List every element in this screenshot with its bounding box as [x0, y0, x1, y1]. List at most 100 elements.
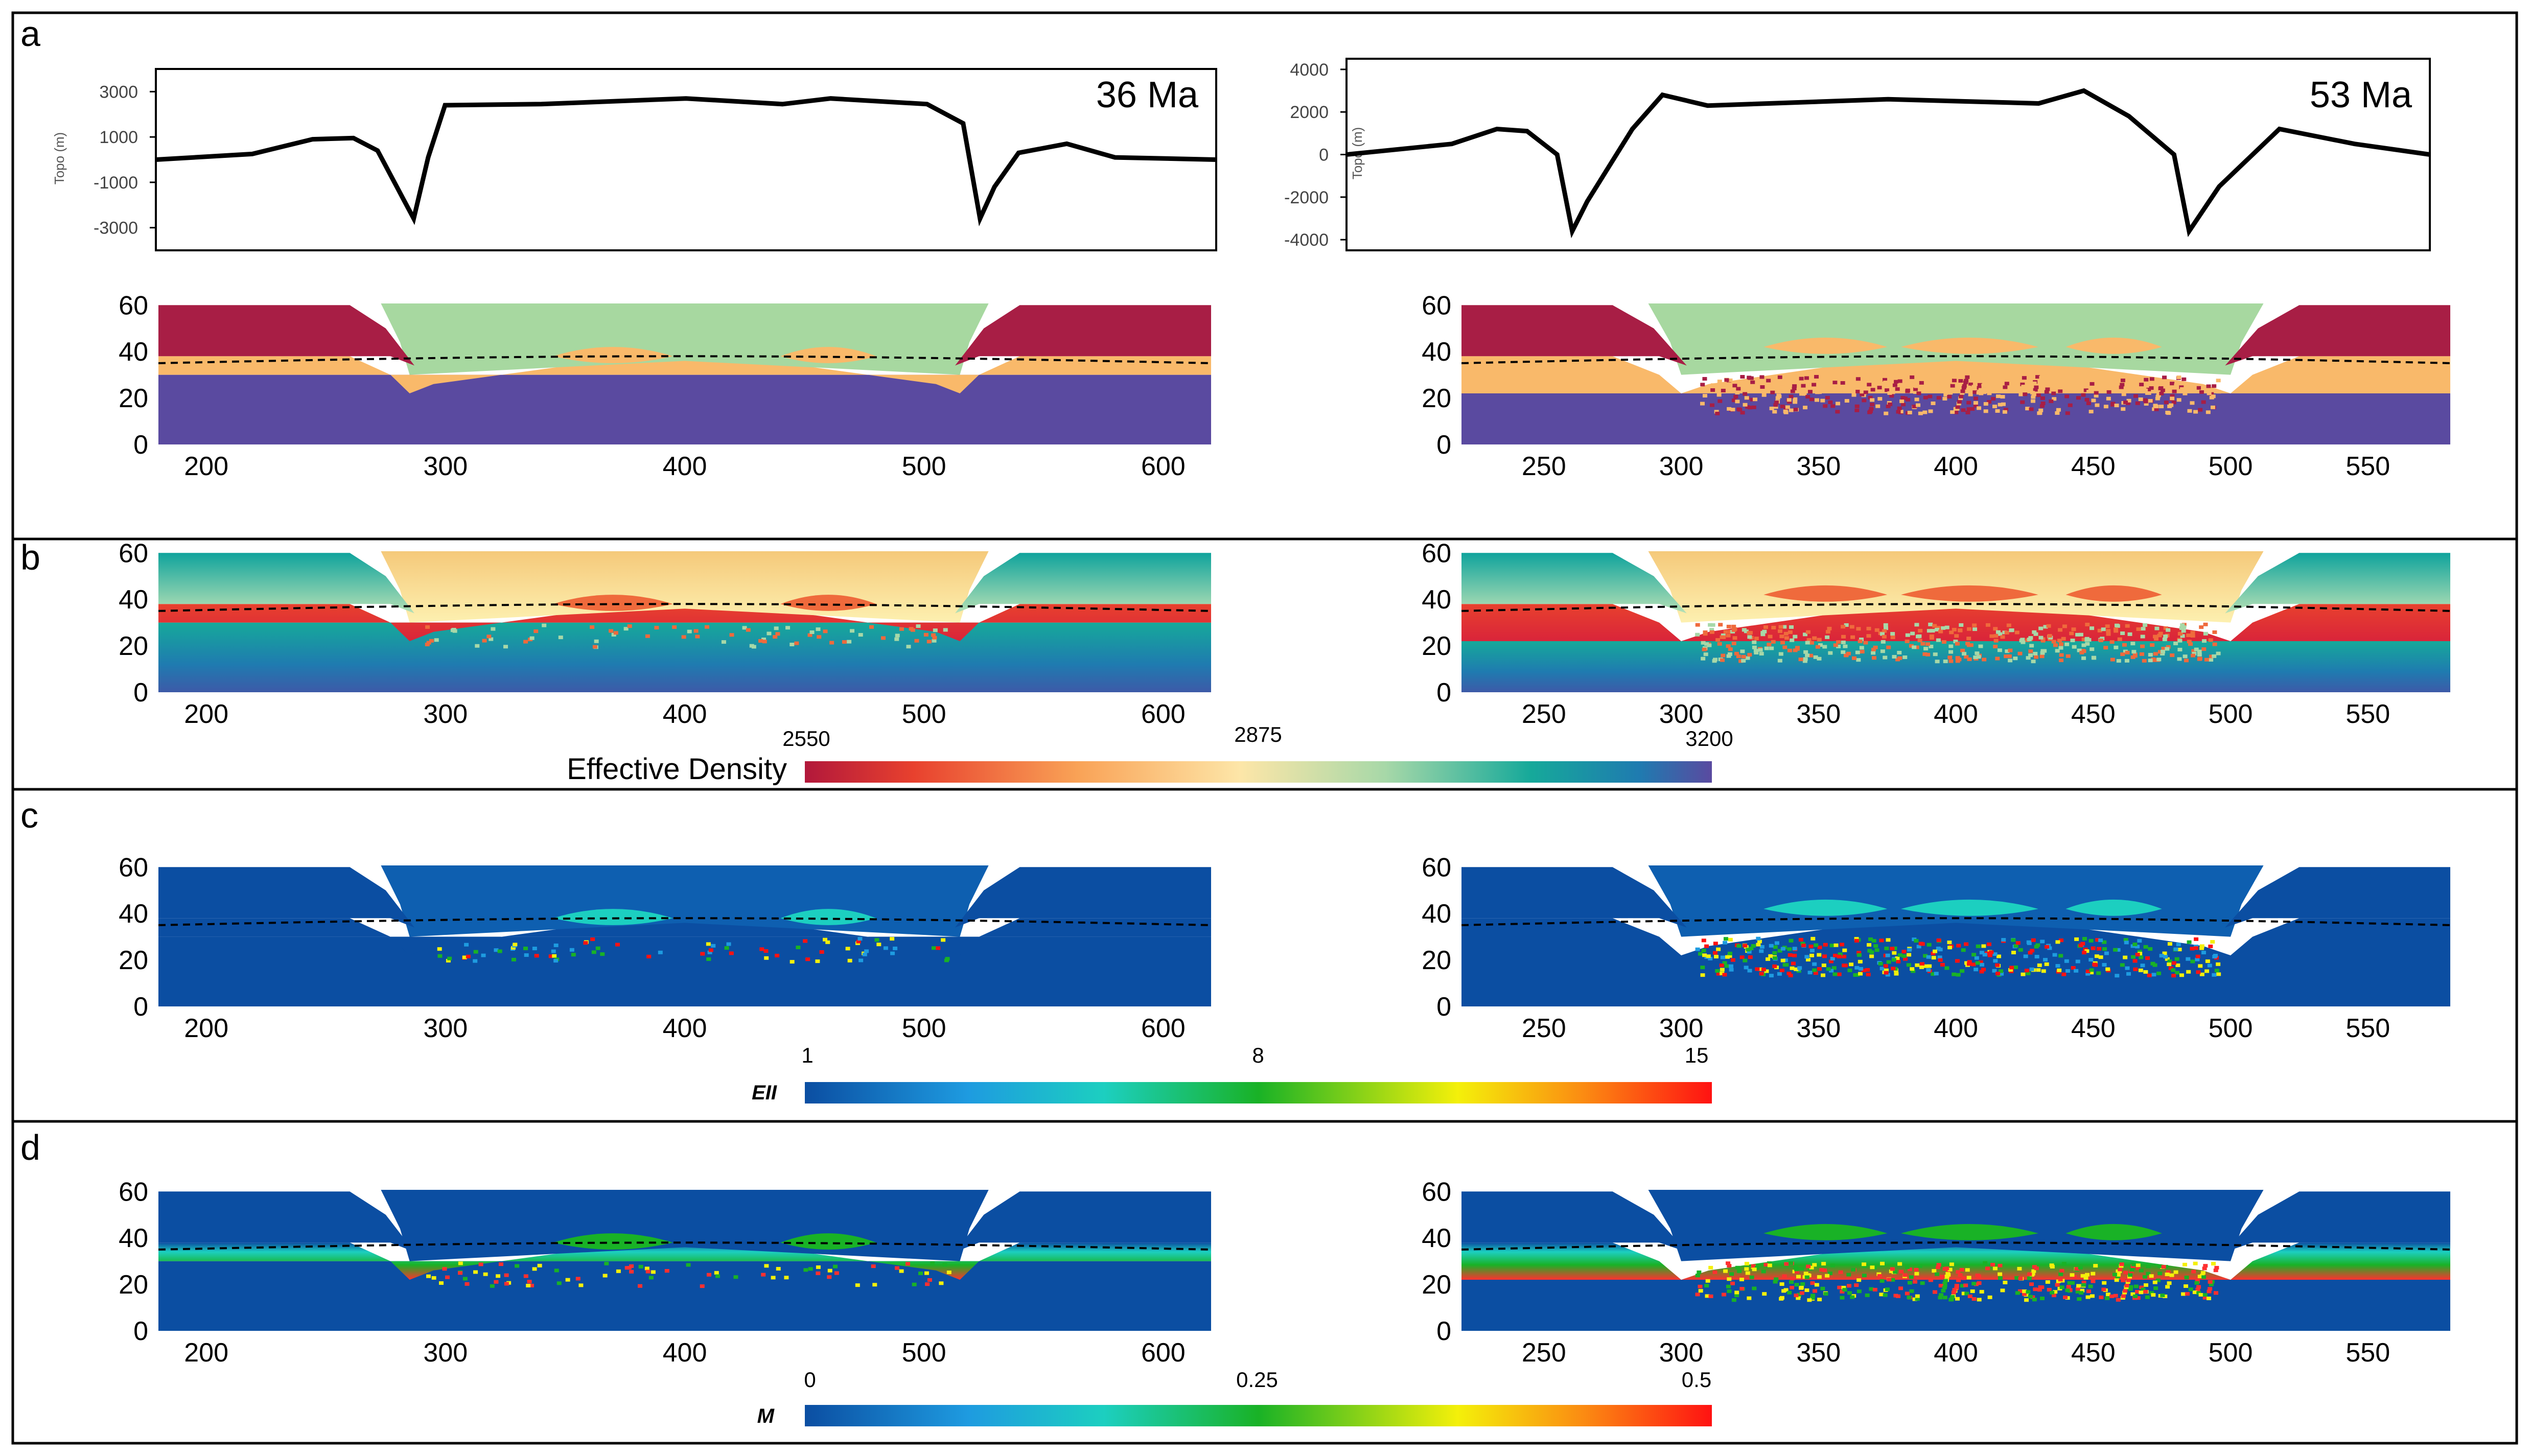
- topo36-ytick-3: -3000: [94, 219, 138, 238]
- section-speckle: [2159, 391, 2164, 395]
- section-speckle: [2085, 622, 2090, 626]
- section-speckle: [2158, 631, 2163, 636]
- section-speckle: [1718, 623, 1723, 627]
- section-speckle: [1844, 623, 1849, 627]
- section-speckle: [1810, 1296, 1815, 1300]
- section-speckle: [1794, 1283, 1799, 1287]
- section-speckle: [2113, 1294, 2118, 1298]
- section-speckle: [1720, 658, 1725, 662]
- section-speckle: [2152, 1280, 2157, 1284]
- section-speckle: [1932, 1290, 1937, 1294]
- section-speckle: [932, 636, 937, 640]
- section-speckle: [1967, 1294, 1972, 1298]
- section-speckle: [2139, 1290, 2144, 1295]
- section-speckle: [672, 625, 677, 629]
- section-speckle: [2186, 633, 2191, 638]
- section-ytick-1: 20: [119, 631, 148, 661]
- section-speckle: [2187, 409, 2192, 413]
- section-speckle: [2140, 635, 2145, 639]
- section-speckle: [1782, 1274, 1787, 1278]
- section-speckle: [2055, 411, 2060, 415]
- section-speckle: [1916, 945, 1921, 949]
- section-speckle: [2110, 402, 2116, 406]
- section-speckle: [2047, 380, 2052, 384]
- section-speckle: [1888, 402, 1893, 406]
- section-speckle: [651, 1270, 656, 1274]
- section-speckle: [1706, 954, 1711, 958]
- section-speckle: [1793, 408, 1798, 412]
- section-speckle: [916, 624, 921, 628]
- section-speckle: [1948, 389, 1954, 393]
- section-speckle: [1716, 947, 1721, 951]
- section-speckle: [2076, 1284, 2081, 1288]
- section-speckle: [1961, 948, 1966, 952]
- section-speckle: [1981, 944, 1986, 948]
- section-speckle: [2173, 641, 2178, 645]
- section-speckle: [1727, 951, 1732, 955]
- section-speckle: [1925, 642, 1931, 646]
- section-speckle: [2149, 377, 2154, 381]
- section-speckle: [1805, 641, 1810, 645]
- section-speckle: [1880, 649, 1885, 653]
- section-speckle: [2020, 382, 2025, 386]
- section-speckle: [1944, 966, 1949, 970]
- section-speckle: [1780, 947, 1785, 951]
- section-speckle: [1885, 973, 1890, 977]
- section-speckle: [1749, 947, 1754, 951]
- section-speckle: [1865, 968, 1870, 972]
- section-speckle: [1923, 395, 1928, 400]
- section-speckle: [1954, 634, 1959, 638]
- section-speckle: [1772, 964, 1777, 968]
- section-speckle: [2132, 943, 2138, 947]
- section-speckle: [2212, 973, 2217, 977]
- section-speckle: [1722, 961, 1727, 965]
- section-speckle: [2132, 959, 2138, 963]
- section-speckle: [2064, 388, 2070, 392]
- section-speckle: [931, 946, 936, 950]
- section-speckle: [1788, 630, 1793, 634]
- section-speckle: [1780, 641, 1785, 645]
- section-speckle: [534, 954, 539, 958]
- section-speckle: [1833, 643, 1838, 647]
- section-speckle: [2167, 959, 2172, 964]
- section-speckle: [1727, 1289, 1732, 1293]
- section-speckle: [2059, 938, 2064, 943]
- section-speckle: [1914, 645, 1919, 649]
- section-speckle: [2031, 395, 2036, 399]
- section-speckle: [1891, 958, 1896, 962]
- section-speckle: [1879, 1293, 1884, 1297]
- section-speckle: [1698, 1284, 1703, 1288]
- section-speckle: [1958, 379, 1963, 383]
- section-speckle: [2029, 644, 2034, 648]
- section-speckle: [2026, 388, 2031, 392]
- section-speckle: [1897, 650, 1902, 654]
- section-speckle: [1838, 952, 1843, 956]
- section-speckle: [2000, 1288, 2005, 1293]
- section-speckle: [1799, 377, 1804, 381]
- section-speckle: [2103, 405, 2108, 409]
- section-speckle: [1977, 1281, 1982, 1285]
- section-speckle: [1812, 636, 1817, 640]
- section-speckle: [1917, 1264, 1922, 1268]
- section-xtick-3: 500: [902, 1014, 946, 1043]
- section-speckle: [763, 949, 769, 953]
- section-speckle: [2138, 968, 2143, 972]
- section-speckle: [775, 953, 780, 957]
- section-speckle: [438, 1281, 444, 1285]
- section-speckle: [1909, 1289, 1914, 1293]
- section-speckle: [1948, 644, 1954, 648]
- section-speckle: [2142, 1275, 2147, 1279]
- section-speckle: [2216, 651, 2221, 655]
- section-speckle: [2159, 405, 2164, 409]
- section-speckle: [1790, 1277, 1795, 1281]
- section-speckle: [1754, 1266, 1759, 1270]
- section-speckle: [2106, 629, 2111, 633]
- section-speckle: [2109, 375, 2114, 380]
- section-speckle: [1905, 1265, 1910, 1269]
- topo53-ytick-3: -2000: [1284, 188, 1329, 207]
- section-speckle: [1818, 643, 1823, 647]
- section-speckle: [706, 942, 711, 946]
- section-speckle: [2055, 649, 2060, 653]
- section-speckle: [771, 1276, 776, 1280]
- section-speckle: [2170, 394, 2175, 398]
